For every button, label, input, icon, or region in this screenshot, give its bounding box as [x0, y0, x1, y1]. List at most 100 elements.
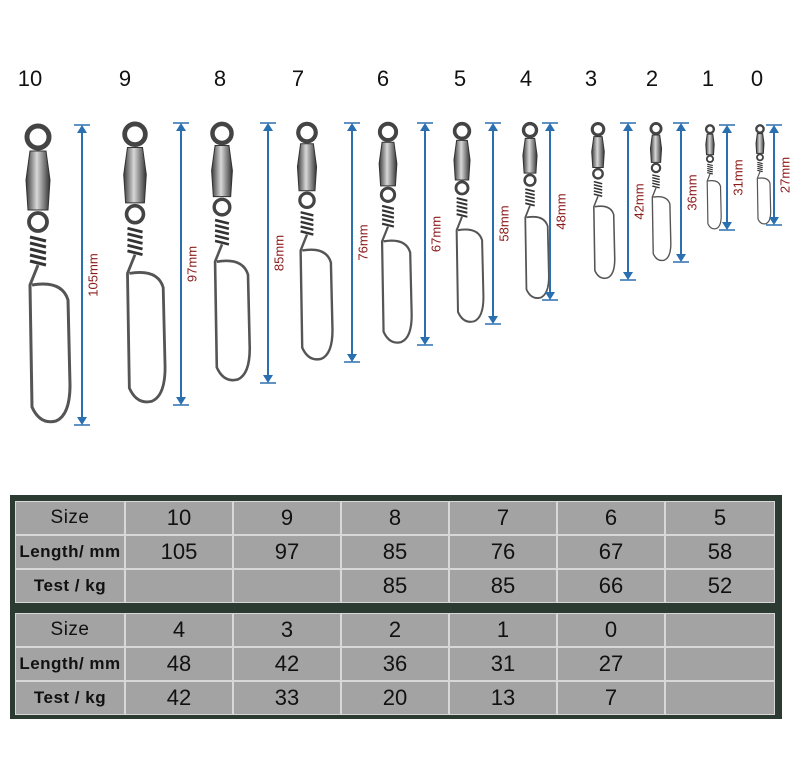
swivel-coil	[652, 182, 660, 186]
swivel-barrel	[522, 137, 538, 174]
table-cell	[125, 569, 233, 603]
swivel-coil	[300, 220, 314, 227]
arrow-head	[176, 397, 186, 405]
swivel-lower-ring	[523, 173, 537, 187]
swivel-ring	[755, 124, 765, 134]
swivel-coil	[593, 193, 603, 198]
table-cell: 97	[233, 535, 341, 569]
row-header: Length/ mm	[15, 535, 125, 569]
swivel-barrel	[755, 133, 765, 154]
table-cell: 1	[449, 613, 557, 647]
swivel-lower-ring	[124, 203, 146, 225]
swivel-clip	[756, 171, 772, 225]
table-cell	[665, 647, 775, 681]
swivel-coil	[214, 239, 230, 246]
swivel-coil	[652, 174, 660, 178]
swivel-coil	[456, 209, 468, 214]
arrow-head	[347, 123, 357, 131]
length-label: 85mm	[271, 235, 286, 271]
swivel-barrel	[25, 150, 51, 211]
swivel-coil	[707, 169, 713, 173]
table-cell: 52	[665, 569, 775, 603]
swivel-ring	[521, 121, 539, 139]
swivel-coil	[652, 176, 660, 181]
swivel-coil	[525, 191, 535, 196]
swivel-ring	[704, 124, 716, 135]
size-label: 0	[751, 66, 763, 91]
arrow-head	[77, 417, 87, 425]
table-cell: 36	[341, 647, 449, 681]
swivel-clip	[380, 226, 413, 344]
swivel-coil	[707, 167, 713, 171]
table-cell: 85	[449, 569, 557, 603]
swivel-ring	[452, 121, 472, 141]
table-cell: 67	[557, 535, 665, 569]
arrow-head	[545, 123, 555, 131]
swivel-coil	[707, 165, 713, 169]
length-label: 105mm	[85, 253, 100, 296]
swivel-coil	[300, 225, 314, 231]
swivel-coil	[300, 230, 314, 236]
swivel-clip	[706, 173, 722, 230]
length-label: 48mm	[553, 193, 568, 229]
table-cell: 3	[233, 613, 341, 647]
swivel-lower-ring	[650, 162, 662, 174]
swivel-coil	[127, 249, 143, 256]
table-cell: 66	[557, 569, 665, 603]
swivel-coil	[29, 241, 47, 249]
swivel-barrel	[296, 143, 318, 192]
swivel-coil	[593, 190, 603, 194]
row-header: Test / kg	[15, 569, 125, 603]
length-label: 76mm	[355, 224, 370, 260]
swivel-coil	[214, 234, 230, 241]
swivel-barrel	[705, 133, 715, 156]
table-cell: 85	[341, 535, 449, 569]
swivel-ring	[377, 121, 399, 143]
table-cell	[665, 613, 775, 647]
table-cell	[233, 569, 341, 603]
swivel-coil	[707, 163, 713, 167]
swivel-barrel	[453, 139, 471, 181]
arrow-head	[769, 217, 779, 225]
swivel-lower-ring	[592, 167, 604, 180]
table-cell: 8	[341, 501, 449, 535]
size-label: 10	[18, 66, 42, 91]
length-label: 27mm	[777, 157, 792, 193]
swivel-ring	[590, 121, 606, 137]
table-cell: 27	[557, 647, 665, 681]
swivel-coil	[214, 229, 230, 236]
arrow-head	[545, 292, 555, 300]
swivel-ring	[649, 122, 663, 136]
size-label: 8	[214, 66, 226, 91]
swivel-diagram: 10105mm997mm885mm776mm667mm558mm448mm342…	[18, 66, 792, 426]
swivel-lower-ring	[298, 191, 316, 210]
swivel-clip	[455, 216, 485, 323]
row-header: Size	[15, 613, 125, 647]
table-cell: 5	[665, 501, 775, 535]
table-cell: 48	[125, 647, 233, 681]
size-label: 1	[702, 66, 714, 91]
swivel-coil	[456, 213, 468, 218]
size-label: 4	[520, 66, 532, 91]
arrow-head	[420, 123, 430, 131]
swivel-coil	[707, 172, 713, 175]
swivel-coil	[757, 169, 763, 173]
arrow-head	[769, 125, 779, 133]
arrow-head	[722, 125, 732, 133]
swivel-coil	[381, 218, 395, 224]
arrow-head	[676, 254, 686, 262]
arrow-head	[676, 123, 686, 131]
arrow-head	[77, 125, 87, 133]
arrow-head	[488, 123, 498, 131]
swivel-coil	[381, 222, 395, 228]
length-label: 31mm	[730, 159, 745, 195]
swivel-coil	[593, 180, 603, 185]
table-cell: 20	[341, 681, 449, 715]
swivel-coil	[456, 197, 468, 202]
arrow-head	[420, 337, 430, 345]
size-label: 5	[454, 66, 466, 91]
length-label: 58mm	[496, 205, 511, 241]
table-cell: 31	[449, 647, 557, 681]
swivel-coil	[127, 232, 143, 240]
swivel-coil	[300, 215, 314, 222]
